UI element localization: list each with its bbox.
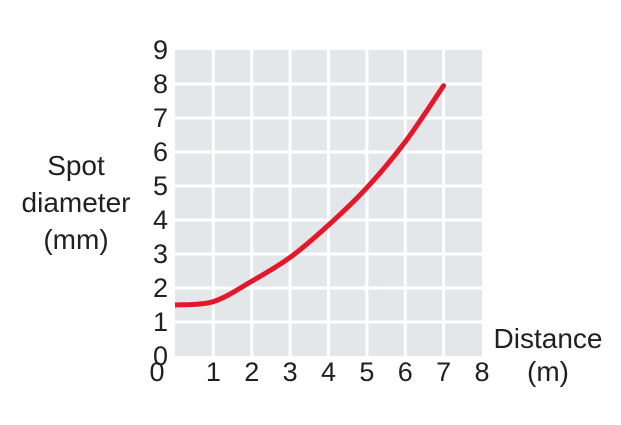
x-tick-label: 2 [244,357,260,387]
x-tick-label: 4 [320,357,337,387]
x-tick-label: 3 [282,357,298,387]
series-spot-diameter [175,83,447,308]
x-tick-label: 7 [436,357,452,387]
x-tick-label: 1 [205,357,221,387]
y-tick-label: 7 [152,103,168,133]
y-tick-label: 8 [152,69,168,99]
y-tick-label: 2 [152,273,168,303]
y-tick-label: 4 [152,205,168,235]
y-tick-label: 5 [152,171,168,201]
y-tick-label: 1 [152,307,168,337]
y-tick-label: 3 [152,239,168,269]
x-tick-label: 5 [359,357,375,387]
y-tick-label: 0 [152,341,168,371]
plot-area [175,50,482,356]
x-tick-label: 8 [474,357,490,387]
y-tick-label: 9 [152,35,168,65]
y-tick-label: 6 [152,137,168,167]
x-tick-label: 0 [149,357,165,387]
y-axis-title: Spot diameter (mm) [21,150,131,255]
x-axis-title: Distance (m) [493,323,603,387]
x-tick-label: 6 [397,357,413,387]
